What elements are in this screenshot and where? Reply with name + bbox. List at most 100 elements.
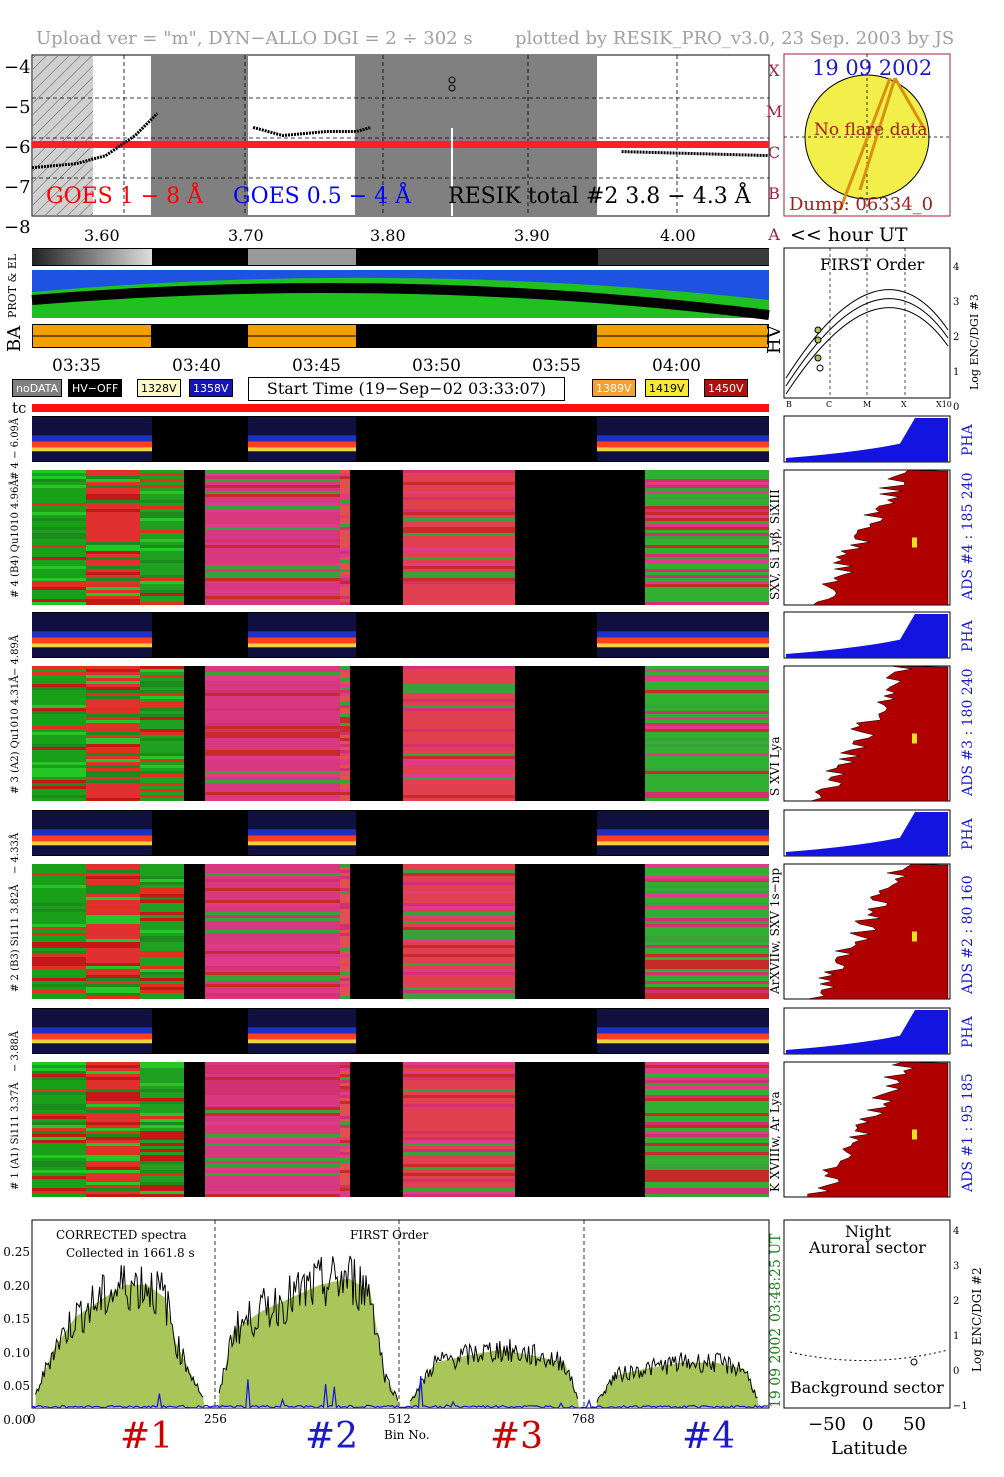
lat-auroral: Auroral sector [809, 1238, 926, 1257]
time-tick: 04:00 [652, 356, 701, 376]
spectrum-note-corrected: CORRECTED spectra [56, 1228, 187, 1242]
bin-label-4: #4 [682, 1416, 736, 1457]
header-upload-version: Upload ver = "m", DYN−ALLO DGI = 2 ÷ 302… [36, 28, 473, 49]
flare-class-axis: X M C B A [766, 50, 782, 255]
lat-ytick: 0 [953, 1366, 960, 1377]
first-order-ylabel: Log ENC/DGI #3 [968, 294, 981, 390]
ads-label: # 4 (B4) Qu1010 4.96Å [10, 479, 21, 598]
ads-label-wrap: # 4 (B4) Qu1010 4.96Å [10, 470, 26, 598]
goes-ytick: −4 [4, 57, 31, 78]
first-order-ytick: 4 [953, 262, 960, 273]
line-ids-wrap: S XVI Lya [768, 666, 784, 797]
spectrum-line-#4 [596, 1352, 758, 1403]
spectrum-xtick: 512 [388, 1412, 411, 1426]
ads-range-wrap: ADS #4 : 185 240 [960, 470, 976, 600]
ads-range: ADS #3 : 180 240 [960, 668, 976, 796]
spectrum-fill-#1 [35, 1284, 205, 1408]
hour-tick: 3.60 [84, 226, 120, 245]
legend-goes054: GOES 0.5 − 4 Å [233, 184, 412, 209]
time-tick: 03:55 [532, 356, 581, 376]
ads-range-wrap: ADS #1 : 95 185 [960, 1062, 976, 1192]
flare-class-c: C [767, 143, 781, 162]
lat-ytick: −1 [953, 1401, 968, 1412]
ads-label: # 2 (B3) Si111 3.82Å [10, 884, 21, 992]
ads-range-wrap: ADS #3 : 180 240 [960, 666, 976, 796]
sun-panel [783, 53, 951, 217]
hour-tick: 3.70 [228, 226, 264, 245]
time-tick: 03:45 [292, 356, 341, 376]
line-ids-wrap: SXV, Si Lyβ, SiXIII [768, 470, 784, 600]
first-order-ytick: 1 [953, 367, 960, 378]
legend-goes18: GOES 1 − 8 Å [46, 184, 204, 209]
channel-2 [32, 809, 951, 1000]
spectrum-background [31, 1376, 769, 1410]
lat-ytick: 3 [953, 1261, 960, 1272]
spectrum-line-#2 [218, 1255, 399, 1401]
spectrum-xtick: 0 [28, 1412, 36, 1426]
time-tick: 03:50 [412, 356, 461, 376]
lat-night: Night [845, 1222, 892, 1241]
ads-label-wrap: # 3 (A2) Qu1010 4.31Å [10, 666, 26, 794]
ads-label-wrap: # 2 (B3) Si111 3.82Å [10, 864, 26, 992]
lat-background: Background sector [790, 1378, 944, 1397]
spectrum-line-#3 [409, 1339, 579, 1402]
first-order-panel [783, 247, 951, 399]
spectrum-line-#1 [35, 1265, 204, 1398]
fo-xtick: X10 [936, 400, 952, 409]
goes-ytick: −6 [4, 137, 31, 158]
fo-xtick: B [786, 400, 792, 409]
channel-1 [32, 1007, 951, 1198]
bin-label-3: #3 [490, 1416, 544, 1457]
legend-1358v: 1358V [189, 379, 233, 397]
goes-nodata-hatch [33, 56, 93, 215]
line-ids: SXV, Si Lyβ, SiXIII [768, 489, 782, 600]
first-order-ytick: 2 [953, 332, 960, 343]
spectrum-order: FIRST Order [350, 1228, 429, 1242]
line-ids: S XVI Lya [768, 736, 782, 797]
spectrum-time: 03:48:25 UT [768, 1233, 784, 1322]
flare-class-x: X [768, 61, 780, 80]
hour-tick: 3.80 [370, 226, 406, 245]
prot-el-panel [31, 248, 770, 348]
line-ids: ArXVIIw, SXV 1s−np [768, 867, 782, 994]
pha-tag-wrap: PHA [960, 416, 976, 456]
goes-shade-2 [355, 56, 597, 215]
pha-tag-wrap: PHA [960, 612, 976, 652]
pha-tag: PHA [960, 818, 976, 850]
ads-range: ADS #1 : 95 185 [960, 1073, 976, 1192]
first-order-title: FIRST Order [820, 255, 925, 274]
line-ids-wrap: ArXVIIw, SXV 1s−np [768, 864, 784, 994]
spectrum-fill-#4 [597, 1362, 759, 1408]
ads-range: ADS #4 : 185 240 [960, 472, 976, 600]
spectrum-fill-#2 [219, 1278, 400, 1408]
hour-tick: 3.90 [514, 226, 550, 245]
prot-el-label-wrap: PROT & EL [6, 250, 24, 320]
first-order-ytick: 0 [953, 402, 960, 413]
spectrum-fill-#3 [409, 1349, 579, 1408]
ads-label: # 3 (A2) Qu1010 4.31Å [10, 675, 21, 794]
spectrum-date: 19 09 2002 [768, 1327, 784, 1408]
goes-ytick: −7 [4, 177, 31, 198]
hour-tick: 4.00 [660, 226, 696, 245]
spectrum-xtick: 256 [204, 1412, 227, 1426]
lat-ytick: 4 [953, 1226, 960, 1237]
first-order-ylabel-wrap: Log ENC/DGI #3 [968, 250, 988, 395]
hv-label-wrap: HV [764, 325, 786, 356]
channel-panels [32, 415, 951, 1198]
fo-xtick: M [863, 400, 872, 409]
spectrum-ytick: 0.20 [3, 1278, 30, 1293]
lat-xtick: 50 [903, 1414, 926, 1435]
goes-18-curve [32, 141, 769, 148]
lat-ytick: 1 [953, 1331, 960, 1342]
spectrum-ytick: 0.25 [3, 1245, 30, 1259]
bin-label-2: #2 [305, 1416, 359, 1457]
legend-nodata: noDATA [12, 379, 63, 397]
flare-class-m: M [766, 102, 783, 121]
lat-xtick: −50 [808, 1414, 846, 1435]
line-ids-wrap: K XVIIIw, Ar Lya [768, 1062, 784, 1192]
lat-ytick: 2 [953, 1296, 960, 1307]
legend-1389v: 1389V [592, 379, 636, 397]
time-tick: 03:35 [52, 356, 101, 376]
spectrum-ytick: 0.15 [3, 1312, 30, 1326]
hour-unit: << hour UT [790, 224, 908, 246]
